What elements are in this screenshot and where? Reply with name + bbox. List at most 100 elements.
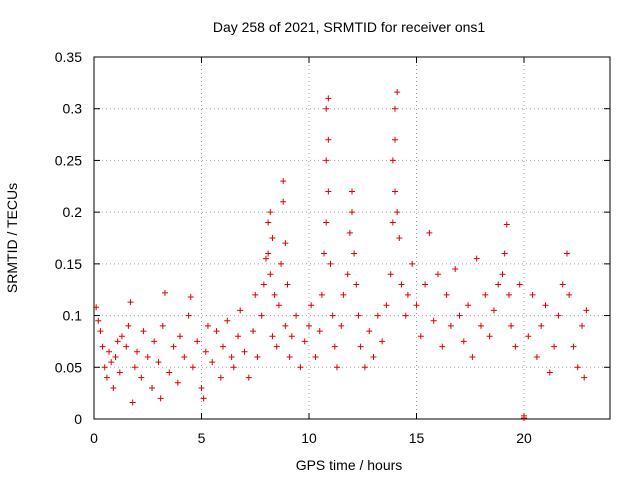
data-point xyxy=(396,235,403,241)
data-point xyxy=(177,333,183,340)
data-point xyxy=(387,271,394,278)
data-point xyxy=(574,364,581,371)
data-point xyxy=(267,209,274,216)
data-point xyxy=(525,333,532,340)
data-point xyxy=(159,322,166,329)
data-point xyxy=(389,219,396,226)
data-point xyxy=(551,343,558,350)
y-tick-label: 0.25 xyxy=(55,152,82,168)
data-point xyxy=(134,348,140,355)
data-point xyxy=(355,312,362,319)
data-point xyxy=(202,348,209,355)
data-point xyxy=(131,364,138,371)
data-point xyxy=(394,89,401,96)
data-point xyxy=(508,322,515,329)
data-point xyxy=(235,333,242,340)
data-point xyxy=(106,348,113,355)
data-point xyxy=(230,364,237,371)
data-point xyxy=(127,299,134,306)
data-point xyxy=(579,322,586,329)
data-point xyxy=(204,322,211,329)
data-point xyxy=(581,374,588,381)
data-point xyxy=(338,322,345,329)
data-point xyxy=(413,302,420,309)
data-point xyxy=(220,343,226,350)
data-point xyxy=(140,328,147,335)
data-point xyxy=(439,343,446,350)
x-tick-label: 5 xyxy=(198,430,206,446)
data-point xyxy=(533,353,540,360)
data-point xyxy=(213,328,220,335)
data-point xyxy=(349,209,355,216)
data-point xyxy=(456,312,463,319)
data-point xyxy=(394,209,401,216)
data-point xyxy=(318,291,325,298)
data-point xyxy=(559,281,566,288)
data-point xyxy=(174,379,181,386)
data-point xyxy=(323,219,330,226)
data-point xyxy=(521,412,527,419)
data-point xyxy=(346,229,353,236)
data-point xyxy=(566,291,573,298)
data-point xyxy=(516,281,523,288)
data-point xyxy=(426,229,433,236)
data-point xyxy=(209,359,216,366)
data-point xyxy=(269,333,276,340)
data-point xyxy=(278,260,285,267)
data-point xyxy=(99,343,106,350)
data-point xyxy=(325,136,332,143)
data-point xyxy=(392,136,398,143)
data-point xyxy=(269,235,276,241)
data-point xyxy=(316,328,323,335)
data-point xyxy=(583,307,590,314)
data-point xyxy=(422,281,429,288)
data-point xyxy=(267,271,274,278)
data-point xyxy=(325,188,332,195)
y-tick-label: 0.05 xyxy=(55,359,82,375)
y-tick-label: 0.15 xyxy=(55,256,82,272)
data-point xyxy=(570,343,577,350)
x-tick-label: 0 xyxy=(90,430,98,446)
data-point xyxy=(260,281,267,288)
y-tick-label: 0.35 xyxy=(55,49,82,65)
data-point xyxy=(282,240,289,247)
data-point xyxy=(370,353,377,360)
data-point xyxy=(555,312,562,319)
data-point xyxy=(546,369,553,376)
data-point xyxy=(447,322,454,329)
data-point xyxy=(344,271,351,278)
data-point xyxy=(460,338,467,345)
data-point xyxy=(282,322,289,329)
data-point xyxy=(258,312,265,319)
data-point xyxy=(321,250,328,257)
axis-ticks: 0 5 10 15 20 0 0.05 0.1 0.15 0.2 0.25 0.3 0.35 xyxy=(55,49,610,446)
data-point xyxy=(194,338,201,345)
data-point xyxy=(505,291,512,298)
data-point xyxy=(357,343,364,350)
data-point xyxy=(325,95,332,102)
data-point xyxy=(349,188,355,195)
data-point xyxy=(217,374,224,381)
data-point xyxy=(271,291,278,298)
data-point xyxy=(490,307,497,314)
y-axis-label: SRMTID / TECUs xyxy=(4,183,20,293)
data-point xyxy=(361,364,368,371)
data-point xyxy=(250,328,257,335)
data-point xyxy=(245,374,252,381)
data-point xyxy=(181,353,188,360)
data-point xyxy=(564,250,570,257)
data-point xyxy=(265,219,272,226)
data-point xyxy=(366,328,373,335)
data-point xyxy=(404,291,411,298)
data-point xyxy=(331,343,338,350)
data-point xyxy=(327,260,334,267)
data-point xyxy=(263,255,269,262)
data-point xyxy=(486,333,493,340)
data-point xyxy=(469,353,476,360)
data-point xyxy=(542,302,549,309)
data-point xyxy=(95,317,102,324)
data-point xyxy=(273,343,280,350)
x-tick-label: 15 xyxy=(409,430,425,446)
data-point xyxy=(482,291,489,298)
data-point xyxy=(144,353,151,360)
